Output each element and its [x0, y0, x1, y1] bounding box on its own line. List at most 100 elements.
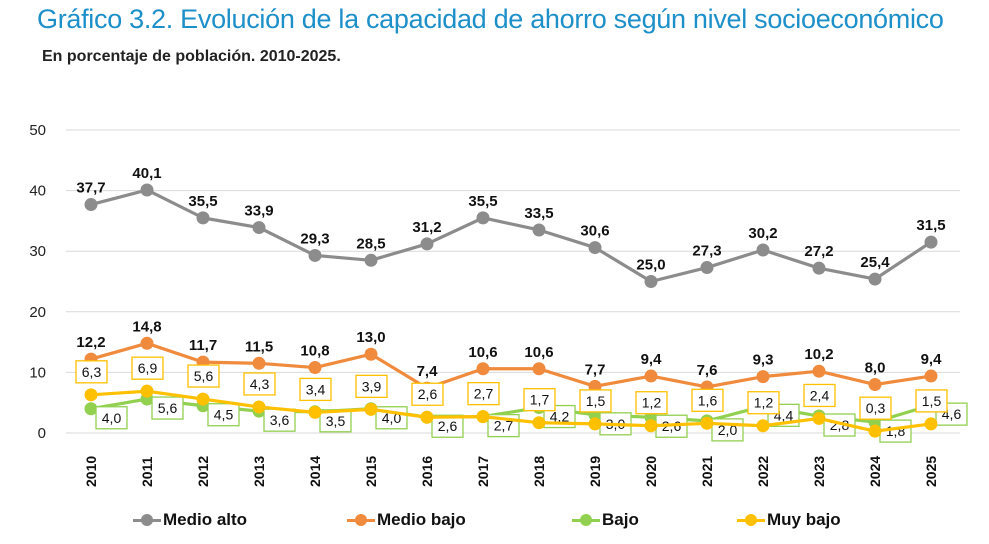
legend-item-bajo: Bajo [572, 507, 639, 533]
data-label-medio-alto: 27,2 [804, 243, 833, 260]
legend-label-bajo: Bajo [602, 510, 639, 529]
data-label-medio-alto: 25,4 [860, 254, 890, 271]
data-label-box-muy-bajo [523, 388, 556, 412]
data-label-bajo: 5,6 [158, 400, 178, 416]
data-label-box-muy-bajo [747, 391, 780, 415]
data-point-medio-alto [252, 221, 266, 235]
data-label-muy-bajo: 1,5 [922, 393, 942, 409]
x-axis: 2010 2011 2012 2013 2014 2015 2016 2017 2018 2019… [83, 456, 939, 487]
data-label-box-muy-bajo [859, 396, 892, 420]
data-point-muy-bajo [420, 410, 434, 424]
data-label-medio-alto: 33,9 [244, 203, 273, 220]
data-point-medio-bajo [308, 361, 322, 375]
data-label-medio-alto: 37,7 [76, 180, 105, 197]
data-label-box-muy-bajo [467, 381, 500, 406]
data-label-muy-bajo: 0,3 [866, 400, 886, 416]
data-point-muy-bajo [924, 417, 938, 431]
data-label-medio-alto: 35,5 [468, 193, 497, 210]
data-label-box-muy-bajo [915, 389, 948, 413]
data-label-medio-bajo: 11,7 [189, 337, 217, 354]
series-line-medio-alto [90, 188, 932, 284]
data-label-box-muy-bajo [355, 374, 388, 399]
data-point-muy-bajo [588, 417, 602, 431]
data-label-muy-bajo: 1,2 [754, 395, 774, 411]
data-label-bajo: 4,5 [214, 407, 234, 423]
data-point-medio-alto [140, 183, 154, 197]
data-label-medio-alto: 29,3 [300, 230, 329, 247]
x-tick-label: 2014 [307, 456, 323, 487]
data-label-box-muy-bajo [635, 391, 668, 415]
data-point-medio-bajo [252, 356, 266, 370]
data-point-muy-bajo [364, 402, 378, 416]
data-label-bajo: 3,6 [270, 412, 290, 428]
data-label-medio-bajo: 10,2 [804, 346, 833, 363]
data-label-muy-bajo: 1,7 [530, 392, 550, 408]
data-point-medio-alto [756, 243, 770, 257]
data-point-muy-bajo [140, 384, 154, 398]
data-point-bajo [84, 402, 98, 416]
data-label-medio-bajo: 11,5 [245, 338, 273, 355]
legend-swatch-medio-bajo [347, 513, 375, 527]
data-label-medio-bajo: 9,3 [753, 352, 774, 369]
legend-swatch-bajo [572, 513, 600, 527]
data-label-box-bajo [95, 406, 128, 430]
y-axis: 0 10 20 30 40 50 [29, 122, 46, 442]
data-label-medio-bajo: 13,0 [356, 329, 385, 346]
data-label-box-muy-bajo [411, 382, 444, 406]
legend-item-medio-bajo: Medio bajo [347, 507, 466, 533]
data-label-muy-bajo: 3,4 [306, 381, 326, 397]
y-tick-label: 20 [29, 304, 46, 321]
data-point-medio-alto [196, 211, 210, 225]
x-tick-label: 2019 [587, 456, 603, 487]
data-point-medio-alto [868, 272, 882, 286]
data-point-muy-bajo [644, 419, 658, 433]
data-point-medio-alto [476, 211, 490, 225]
data-point-medio-bajo [532, 362, 546, 376]
legend-item-muy-bajo: Muy bajo [737, 507, 841, 533]
chart-subtitle: En porcentaje de población. 2010-2025. [42, 48, 341, 65]
data-point-medio-bajo [868, 378, 882, 392]
series-medio-alto: 37,7 40,1 35,5 33,9 29,3 28,5 31,2 35,5 33,5 30,6… [76, 165, 946, 288]
data-label-medio-alto: 31,5 [916, 217, 945, 234]
legend-item-medio-alto: Medio alto [133, 507, 247, 533]
data-point-medio-bajo [644, 369, 658, 383]
legend-swatch-medio-alto [133, 513, 161, 527]
x-tick-label: 2022 [755, 456, 771, 487]
x-tick-label: 2021 [699, 456, 715, 487]
data-label-box-bajo [207, 403, 240, 427]
data-label-box-bajo [431, 414, 464, 438]
data-point-muy-bajo [252, 400, 266, 414]
data-label-medio-alto: 33,5 [524, 205, 553, 222]
data-label-medio-alto: 35,5 [188, 193, 217, 210]
data-label-muy-bajo: 2,7 [474, 386, 494, 402]
x-tick-label: 2011 [139, 456, 155, 487]
legend-swatch-muy-bajo [737, 513, 765, 527]
x-tick-label: 2024 [867, 456, 883, 487]
data-point-medio-alto [588, 241, 602, 255]
data-label-muy-bajo: 5,6 [194, 368, 214, 384]
series-line-medio-bajo [90, 341, 932, 390]
data-label-medio-bajo: 7,4 [417, 363, 439, 380]
data-label-muy-bajo: 1,6 [698, 392, 718, 408]
y-tick-label: 0 [38, 425, 46, 442]
data-label-box-muy-bajo [131, 356, 164, 380]
data-point-medio-alto [420, 237, 434, 251]
data-label-medio-bajo: 10,6 [524, 344, 553, 361]
data-point-muy-bajo [196, 392, 210, 406]
data-point-muy-bajo [756, 419, 770, 433]
data-label-medio-bajo: 14,8 [132, 318, 161, 335]
data-label-medio-alto: 31,2 [412, 219, 441, 236]
chart-title: Gráfico 3.2. Evolución de la capacidad d… [37, 4, 944, 34]
data-point-medio-alto [364, 253, 378, 267]
data-point-medio-alto [644, 275, 658, 288]
x-tick-label: 2012 [195, 456, 211, 487]
data-label-medio-alto: 40,1 [132, 165, 161, 182]
x-tick-label: 2023 [811, 456, 827, 487]
data-label-medio-bajo: 10,8 [300, 343, 329, 360]
chart-legend: Medio alto Medio bajo Bajo Muy bajo [0, 507, 989, 533]
data-point-medio-bajo [756, 370, 770, 384]
data-label-muy-bajo: 4,3 [250, 376, 270, 392]
data-label-medio-alto: 30,6 [580, 223, 609, 240]
data-label-box-muy-bajo [299, 377, 332, 402]
